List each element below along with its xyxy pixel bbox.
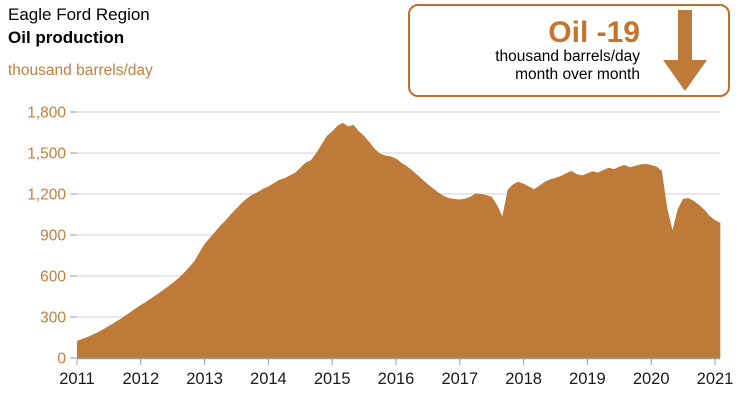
x-axis-tick-label: 2017	[441, 370, 478, 388]
callout-text: Oil -19 thousand barrels/day month over …	[410, 15, 654, 84]
x-axis-tick-label: 2012	[122, 370, 159, 388]
x-axis-tick-label: 2015	[314, 370, 351, 388]
x-axis-tick-label: 2019	[569, 370, 606, 388]
x-axis-tick-label: 2021	[697, 370, 734, 388]
callout-units-line: thousand barrels/day	[495, 47, 640, 65]
x-axis-tick-label: 2020	[633, 370, 670, 388]
x-axis-tick-label: 2014	[250, 370, 287, 388]
chart-header: Eagle Ford Region Oil production thousan…	[8, 5, 153, 80]
y-axis-tick-label: 600	[40, 269, 66, 286]
y-axis-tick-label: 300	[40, 310, 66, 327]
metric-title: Oil production	[8, 28, 125, 48]
x-axis-tick-label: 2016	[378, 370, 415, 388]
x-axis-tick-label: 2018	[505, 370, 542, 388]
callout-period-line: month over month	[515, 65, 640, 83]
y-axis-tick-label: 900	[40, 228, 66, 245]
y-axis-tick-label: 1,500	[27, 146, 66, 163]
x-axis-tick-label: 2011	[59, 370, 94, 388]
y-axis-tick-label: 1,800	[27, 105, 66, 122]
x-axis-tick-label: 2013	[186, 370, 223, 388]
down-arrow-icon	[654, 9, 716, 92]
month-over-month-callout: Oil -19 thousand barrels/day month over …	[408, 4, 730, 97]
y-axis-tick-label: 1,200	[27, 187, 66, 204]
y-axis-tick-label: 0	[57, 351, 66, 368]
y-axis-units-label: thousand barrels/day	[8, 61, 153, 79]
oil-change-headline: Oil -19	[548, 15, 640, 49]
region-title: Eagle Ford Region	[8, 5, 150, 24]
oil-production-area-series	[77, 122, 721, 359]
